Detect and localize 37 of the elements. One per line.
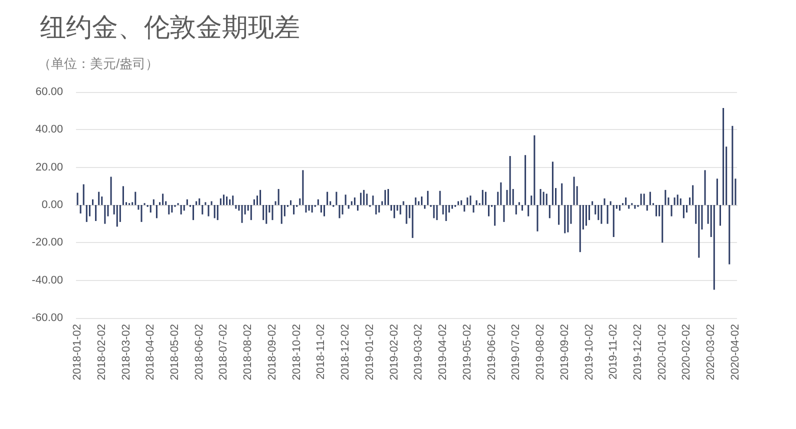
x-tick-label: 2018-01-02 (72, 324, 84, 380)
x-tick-label: 2018-11-02 (315, 324, 328, 380)
x-tick-label: 2019-05-02 (461, 324, 474, 380)
x-tick-label: 2020-03-02 (705, 324, 718, 380)
x-tick-label: 2019-08-02 (534, 324, 547, 380)
chart-subtitle: （单位：美元/盎司） (38, 56, 159, 71)
y-tick-label: 40.00 (35, 124, 63, 136)
x-tick-label: 2018-05-02 (169, 324, 181, 380)
x-tick-label: 2018-10-02 (290, 324, 303, 380)
x-tick-label: 2019-01-02 (364, 324, 376, 380)
y-tick-label: 60.00 (35, 86, 63, 98)
x-tick-label: 2019-12-02 (632, 324, 644, 380)
x-tick-label: 2019-04-02 (437, 324, 450, 380)
x-tick-label: 2019-03-02 (412, 324, 425, 380)
x-tick-label: 2020-04-02 (729, 324, 742, 380)
x-tick-label: 2018-12-02 (340, 324, 352, 380)
x-tick-label: 2018-06-02 (193, 324, 206, 380)
x-tick-label: 2018-02-02 (96, 324, 108, 380)
x-tick-label: 2019-02-02 (388, 324, 400, 380)
chart-title: 纽约金、伦敦金期现差 (40, 12, 300, 42)
x-tick-label: 2018-04-02 (144, 324, 157, 380)
y-tick-label: -40.00 (32, 274, 63, 286)
x-tick-label: 2018-03-02 (120, 324, 132, 380)
x-tick-label: 2018-09-02 (266, 324, 278, 380)
x-tick-label: 2020-01-02 (656, 324, 668, 380)
x-tick-label: 2019-07-02 (510, 324, 522, 380)
x-tick-label: 2018-07-02 (218, 324, 230, 380)
x-tick-label: 2019-10-02 (583, 324, 596, 380)
y-tick-label: -60.00 (32, 312, 63, 324)
x-tick-label: 2020-02-02 (680, 324, 693, 380)
y-tick-label: 20.00 (35, 161, 63, 174)
y-tick-label: 0.00 (42, 199, 63, 211)
x-tick-label: 2019-06-02 (486, 324, 498, 380)
x-tick-label: 2018-08-02 (242, 324, 254, 380)
y-tick-label: -20.00 (32, 236, 63, 249)
x-tick-label: 2019-09-02 (558, 324, 571, 380)
x-tick-label: 2019-11-02 (608, 324, 620, 380)
